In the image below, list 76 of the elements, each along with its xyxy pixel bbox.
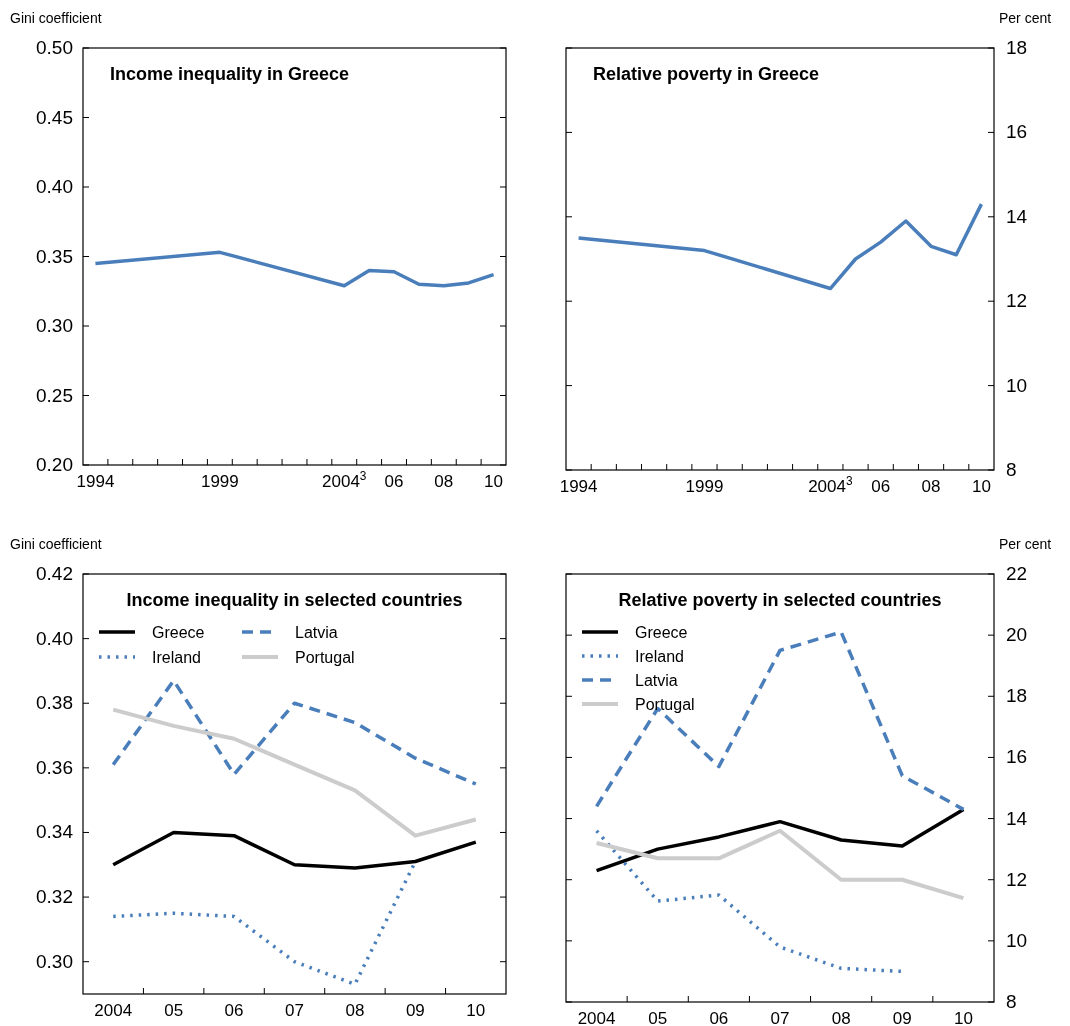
y2-tick-label: 12 [1006,290,1028,312]
x-tick-label: 06 [709,1009,729,1026]
legend-label: Portugal [295,649,355,666]
legend-label: Ireland [152,649,201,666]
y-tick-label: 0.38 [36,692,73,714]
x-tick-label: 2004$^{3}$ [322,469,367,491]
x-tick-label: 1999 [200,472,239,491]
legend-label: Portugal [635,696,695,713]
x-tick-label: 08 [921,477,941,496]
y-axis-title: Gini coefficient [10,10,102,26]
y-axis-title: Gini coefficient [10,536,102,552]
legend-label: Ireland [635,648,684,665]
x-tick-label: 09 [405,1001,425,1020]
line-series [111,830,478,870]
legend-label: Greece [152,624,205,641]
y-tick-label: 0.30 [36,950,73,972]
x-tick-label: 06 [871,477,891,496]
y2-tick-label: 14 [1006,205,1028,227]
y-tick-label: 0.40 [36,627,73,649]
x-tick-label: 06 [384,472,404,491]
x-tick-label: 06 [224,1001,244,1020]
y2-tick-label: 16 [1006,121,1028,143]
x-tick-label: 10 [484,472,504,491]
y2-tick-label: 18 [1006,37,1028,58]
text: Income inequality in Greece [110,64,350,84]
y2-tick-label: 12 [1006,868,1028,890]
x-tick-label: 07 [770,1009,790,1026]
x-tick-label: 1994 [559,477,598,496]
x-tick-label: 08 [434,472,454,491]
y2-axis-title: Per cent [999,536,1052,552]
y2-tick-label: 20 [1006,624,1028,646]
y-tick-label: 0.40 [36,176,73,197]
y-tick-label: 0.25 [36,384,73,406]
y2-tick-label: 14 [1006,807,1028,829]
x-tick-label: 2004$^{3}$ [808,474,853,496]
y-tick-label: 0.35 [36,245,73,267]
y2-tick-label: 18 [1006,685,1028,707]
line-series [576,202,984,291]
x-tick-label: 1999 [685,477,724,496]
line-series [93,250,496,288]
y-tick-label: 0.30 [36,315,73,336]
y-tick-label: 0.34 [36,821,74,843]
y-tick-label: 0.32 [36,886,73,908]
line-series [594,828,966,901]
text: Income inequality in selected countries [126,590,463,610]
x-tick-label: 08 [345,1001,365,1020]
y2-tick-label: 8 [1006,991,1017,1012]
x-tick-label: 10 [953,1009,973,1026]
y2-tick-label: 10 [1006,374,1028,396]
text: Relative poverty in Greece [593,64,820,84]
y2-axis-title: Per cent [999,10,1052,26]
y-tick-label: 0.20 [36,454,73,475]
legend-label: Latvia [635,672,678,689]
y2-tick-label: 8 [1006,459,1017,480]
x-tick-label: 10 [466,1001,486,1020]
x-tick-label: 05 [164,1001,184,1020]
x-tick-label: 08 [831,1009,851,1026]
legend-label: Latvia [295,624,338,641]
x-tick-label: 10 [971,477,991,496]
y2-tick-label: 16 [1006,746,1028,768]
x-tick-label: 05 [648,1009,668,1026]
y-tick-label: 0.50 [36,37,73,58]
text: Relative poverty in selected countries [618,590,942,610]
x-tick-label: 09 [892,1009,912,1026]
y-tick-label: 0.45 [36,106,73,128]
x-tick-label: 2004 [94,1001,133,1020]
y2-tick-label: 22 [1006,563,1028,584]
y2-tick-label: 10 [1006,929,1028,951]
line-series [111,707,478,838]
line-series [594,807,966,873]
legend-label: Greece [635,624,688,641]
x-tick-label: 07 [285,1001,304,1020]
y-tick-label: 0.36 [36,756,73,778]
x-tick-label: 2004 [577,1009,616,1026]
x-tick-label: 1994 [76,472,115,491]
y-tick-label: 0.42 [36,563,73,584]
